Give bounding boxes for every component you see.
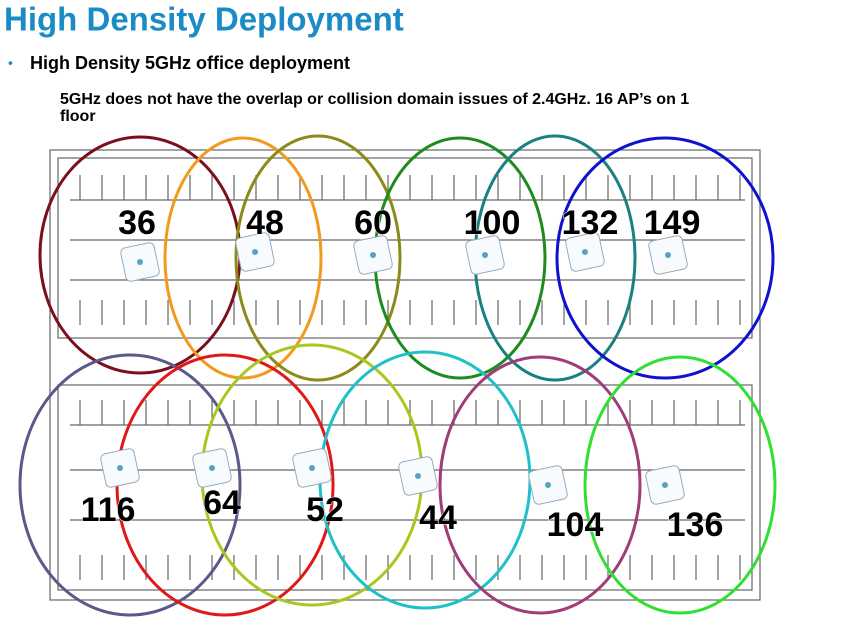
- channel-label: 36: [118, 204, 156, 242]
- channels: 36 48 60 100 132 149 116 64 52 44 104 136: [80, 203, 724, 544]
- ap-led: [415, 473, 421, 479]
- channel-label: 149: [644, 204, 701, 242]
- ap-led: [665, 252, 671, 258]
- note: 5GHz does not have the overlap or collis…: [60, 91, 689, 108]
- channel-label: 52: [306, 491, 344, 529]
- coverage-ring: [555, 136, 775, 380]
- channel-label: 64: [203, 484, 241, 522]
- ap-led: [582, 249, 588, 255]
- bullet-dot: •: [8, 55, 13, 71]
- access-points: [100, 232, 688, 505]
- channel-label: 116: [81, 491, 136, 529]
- ap-led: [662, 482, 668, 488]
- coverage-ring: [438, 355, 642, 615]
- coverage-ring: [163, 136, 323, 380]
- channel-label: 100: [464, 204, 521, 242]
- channel-label: 136: [667, 506, 724, 544]
- note: floor: [60, 108, 96, 125]
- title: High Density Deployment: [4, 1, 404, 38]
- ap-led: [117, 465, 123, 471]
- coverage-ring: [583, 355, 777, 615]
- channel-label: 104: [547, 506, 604, 544]
- channel-label: 132: [562, 204, 619, 242]
- ap-led: [370, 252, 376, 258]
- ap-led: [482, 252, 488, 258]
- channel-label: 48: [246, 204, 284, 242]
- ap-led: [252, 249, 258, 255]
- ap-led: [545, 482, 551, 488]
- channel-label: 44: [419, 499, 457, 537]
- channel-label: 60: [354, 204, 392, 242]
- ap-led: [137, 259, 143, 265]
- bullet: High Density 5GHz office deployment: [30, 53, 350, 73]
- coverage-ring: [234, 134, 402, 382]
- ap-led: [309, 465, 315, 471]
- ap-led: [209, 465, 215, 471]
- coverage-ring: [18, 353, 242, 617]
